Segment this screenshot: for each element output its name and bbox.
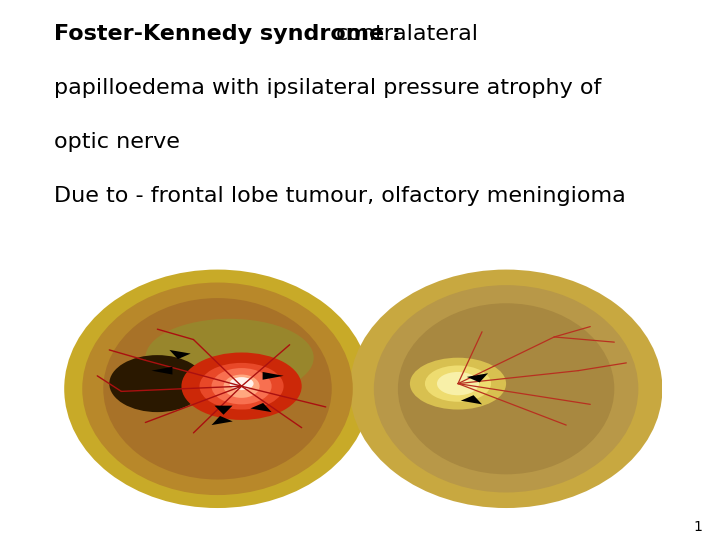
Polygon shape (215, 406, 233, 415)
Ellipse shape (223, 375, 260, 398)
Polygon shape (467, 373, 488, 382)
Ellipse shape (425, 366, 491, 402)
Ellipse shape (82, 282, 353, 495)
Text: contralateral: contralateral (336, 24, 480, 44)
Text: Due to - frontal lobe tumour, olfactory meningioma: Due to - frontal lobe tumour, olfactory … (54, 186, 626, 206)
Polygon shape (212, 416, 233, 425)
Ellipse shape (437, 372, 479, 395)
Text: 1: 1 (693, 519, 702, 534)
Ellipse shape (398, 303, 614, 474)
Ellipse shape (145, 319, 314, 396)
Ellipse shape (374, 285, 639, 492)
Text: A: A (73, 280, 83, 293)
Ellipse shape (410, 357, 506, 409)
Text: B: B (374, 280, 383, 293)
Ellipse shape (181, 353, 302, 420)
Ellipse shape (199, 363, 284, 409)
Polygon shape (169, 350, 191, 359)
Polygon shape (263, 372, 284, 380)
Ellipse shape (212, 368, 271, 404)
Text: optic nerve: optic nerve (54, 132, 180, 152)
Polygon shape (461, 395, 482, 404)
Ellipse shape (109, 355, 205, 412)
Ellipse shape (103, 298, 332, 480)
Text: papilloedema with ipsilateral pressure atrophy of: papilloedema with ipsilateral pressure a… (54, 78, 601, 98)
Ellipse shape (64, 269, 371, 508)
Polygon shape (251, 403, 271, 412)
Polygon shape (151, 367, 172, 375)
Ellipse shape (350, 269, 662, 508)
Ellipse shape (230, 377, 253, 390)
Text: Foster-Kennedy syndrome :: Foster-Kennedy syndrome : (54, 24, 408, 44)
